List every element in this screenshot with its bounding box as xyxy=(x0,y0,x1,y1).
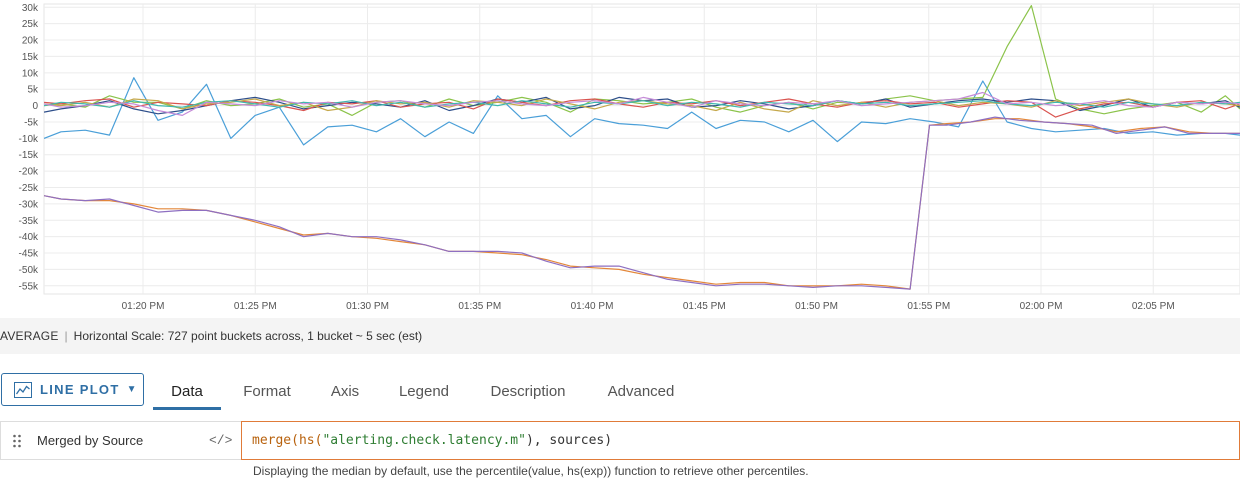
y-tick-label: -45k xyxy=(19,249,39,260)
chart-area: 30k 25k 20k 15k 10k 5k 0 -5k -10k -15k -20k -25k -30… xyxy=(18,2,1240,312)
query-token-metric: "alerting.check.latency.m" xyxy=(322,433,526,448)
series-line-0 xyxy=(44,77,1240,146)
series-line-7 xyxy=(44,100,1240,108)
drag-handle-icon[interactable] xyxy=(12,434,22,448)
y-tick-label: 15k xyxy=(22,52,39,63)
y-tick-label: 20k xyxy=(22,36,39,47)
series-line-8 xyxy=(44,91,1240,117)
query-hint-text: Displaying the median by default, use th… xyxy=(253,464,809,478)
x-tick-label: 02:05 PM xyxy=(1132,301,1175,312)
query-token-rest: ), sources) xyxy=(525,433,613,448)
info-bar: AVERAGE | Horizontal Scale: 727 point bu… xyxy=(0,318,1240,354)
x-tick-label: 01:50 PM xyxy=(795,301,838,312)
y-tick-label: -5k xyxy=(24,117,39,128)
x-tick-label: 01:25 PM xyxy=(234,301,277,312)
tab-description[interactable]: Description xyxy=(490,382,566,400)
y-tick-label: -25k xyxy=(19,183,39,194)
y-tick-label: 10k xyxy=(22,68,39,79)
plot-type-dropdown[interactable]: LINE PLOT ▼ xyxy=(1,373,144,406)
x-tick-label: 01:55 PM xyxy=(907,301,950,312)
code-icon[interactable]: </> xyxy=(209,433,233,448)
tab-format[interactable]: Format xyxy=(243,382,291,400)
y-tick-label: 0 xyxy=(32,101,38,112)
y-tick-label: -20k xyxy=(19,167,39,178)
tab-axis[interactable]: Axis xyxy=(330,382,360,400)
query-label-cell: Merged by Source </> xyxy=(0,421,241,460)
series-group xyxy=(44,4,1240,290)
info-separator: | xyxy=(64,329,68,343)
tab-advanced[interactable]: Advanced xyxy=(607,382,675,400)
query-token-function: merge(hs( xyxy=(252,433,323,448)
aggregation-label: AVERAGE xyxy=(0,329,59,343)
x-tick-label: 01:45 PM xyxy=(683,301,726,312)
x-tick-label: 02:00 PM xyxy=(1020,301,1063,312)
y-tick-label: 5k xyxy=(27,85,39,96)
query-name[interactable]: Merged by Source xyxy=(37,433,144,448)
y-tick-label: -35k xyxy=(19,216,39,227)
chevron-down-icon: ▼ xyxy=(126,384,137,395)
plot-area xyxy=(43,3,1240,295)
x-tick-label: 01:40 PM xyxy=(571,301,614,312)
x-tick-label: 01:20 PM xyxy=(122,301,165,312)
x-tick-label: 01:35 PM xyxy=(458,301,501,312)
y-tick-label: -10k xyxy=(19,134,39,145)
series-line-2 xyxy=(44,116,1240,290)
tab-data[interactable]: Data xyxy=(153,372,221,410)
y-tick-label: -30k xyxy=(19,199,39,210)
y-tick-label: -40k xyxy=(19,232,39,243)
editor-toolbar: LINE PLOT ▼ Data Format Axis Legend Desc… xyxy=(0,372,1240,412)
y-tick-label: -15k xyxy=(19,150,39,161)
x-tick-label: 01:30 PM xyxy=(346,301,389,312)
y-tick-label: -50k xyxy=(19,265,39,276)
y-tick-label: 30k xyxy=(22,3,39,14)
line-chart-icon xyxy=(14,381,32,398)
tab-legend[interactable]: Legend xyxy=(398,382,450,400)
query-input[interactable]: merge(hs("alerting.check.latency.m"), so… xyxy=(241,421,1240,460)
horizontal-scale-text: Horizontal Scale: 727 point buckets acro… xyxy=(73,329,423,343)
y-tick-label: -55k xyxy=(19,281,39,292)
line-chart: 30k 25k 20k 15k 10k 5k 0 -5k -10k -15k -20k -25k -30… xyxy=(19,3,1240,312)
plot-type-label: LINE PLOT xyxy=(40,382,120,397)
query-row: Merged by Source </> merge(hs("alerting.… xyxy=(0,421,1240,460)
y-tick-label: 25k xyxy=(22,19,39,30)
